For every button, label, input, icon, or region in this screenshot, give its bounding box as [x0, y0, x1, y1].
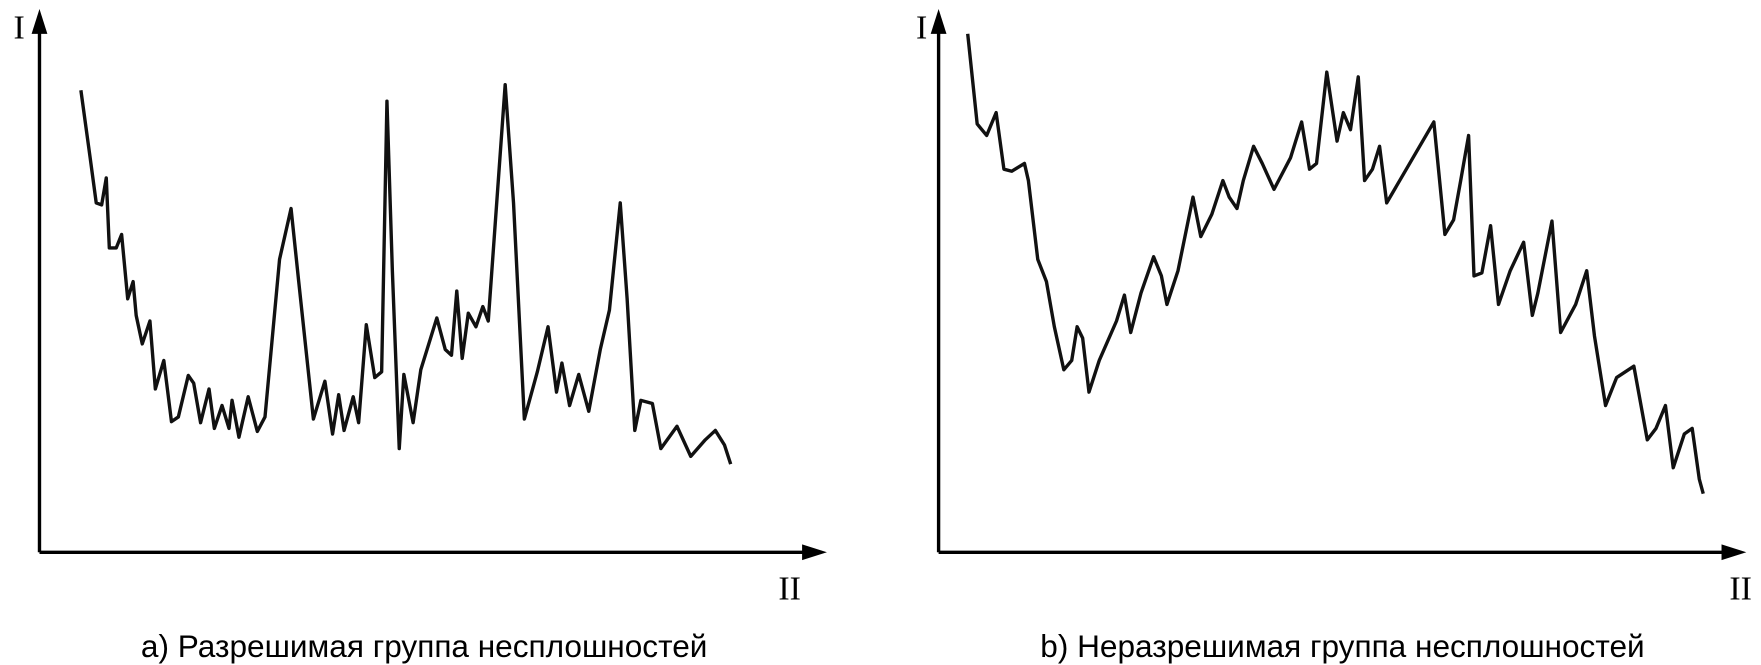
- signal-line: [966, 33, 1705, 495]
- x-axis-arrow: [1721, 544, 1747, 561]
- y-axis-label: I: [916, 9, 927, 46]
- caption: b) Неразрешимая группа несплошностей: [1040, 628, 1644, 664]
- x-axis-arrow: [802, 544, 827, 561]
- caption: a) Разрешимая группа несплошностей: [141, 628, 707, 664]
- y-axis-label: I: [14, 9, 25, 46]
- y-axis-arrow: [930, 9, 947, 34]
- y-axis-arrow: [31, 9, 48, 34]
- signal-line: [79, 82, 733, 465]
- x-axis-label: II: [778, 571, 801, 608]
- x-axis-label: II: [1729, 571, 1752, 608]
